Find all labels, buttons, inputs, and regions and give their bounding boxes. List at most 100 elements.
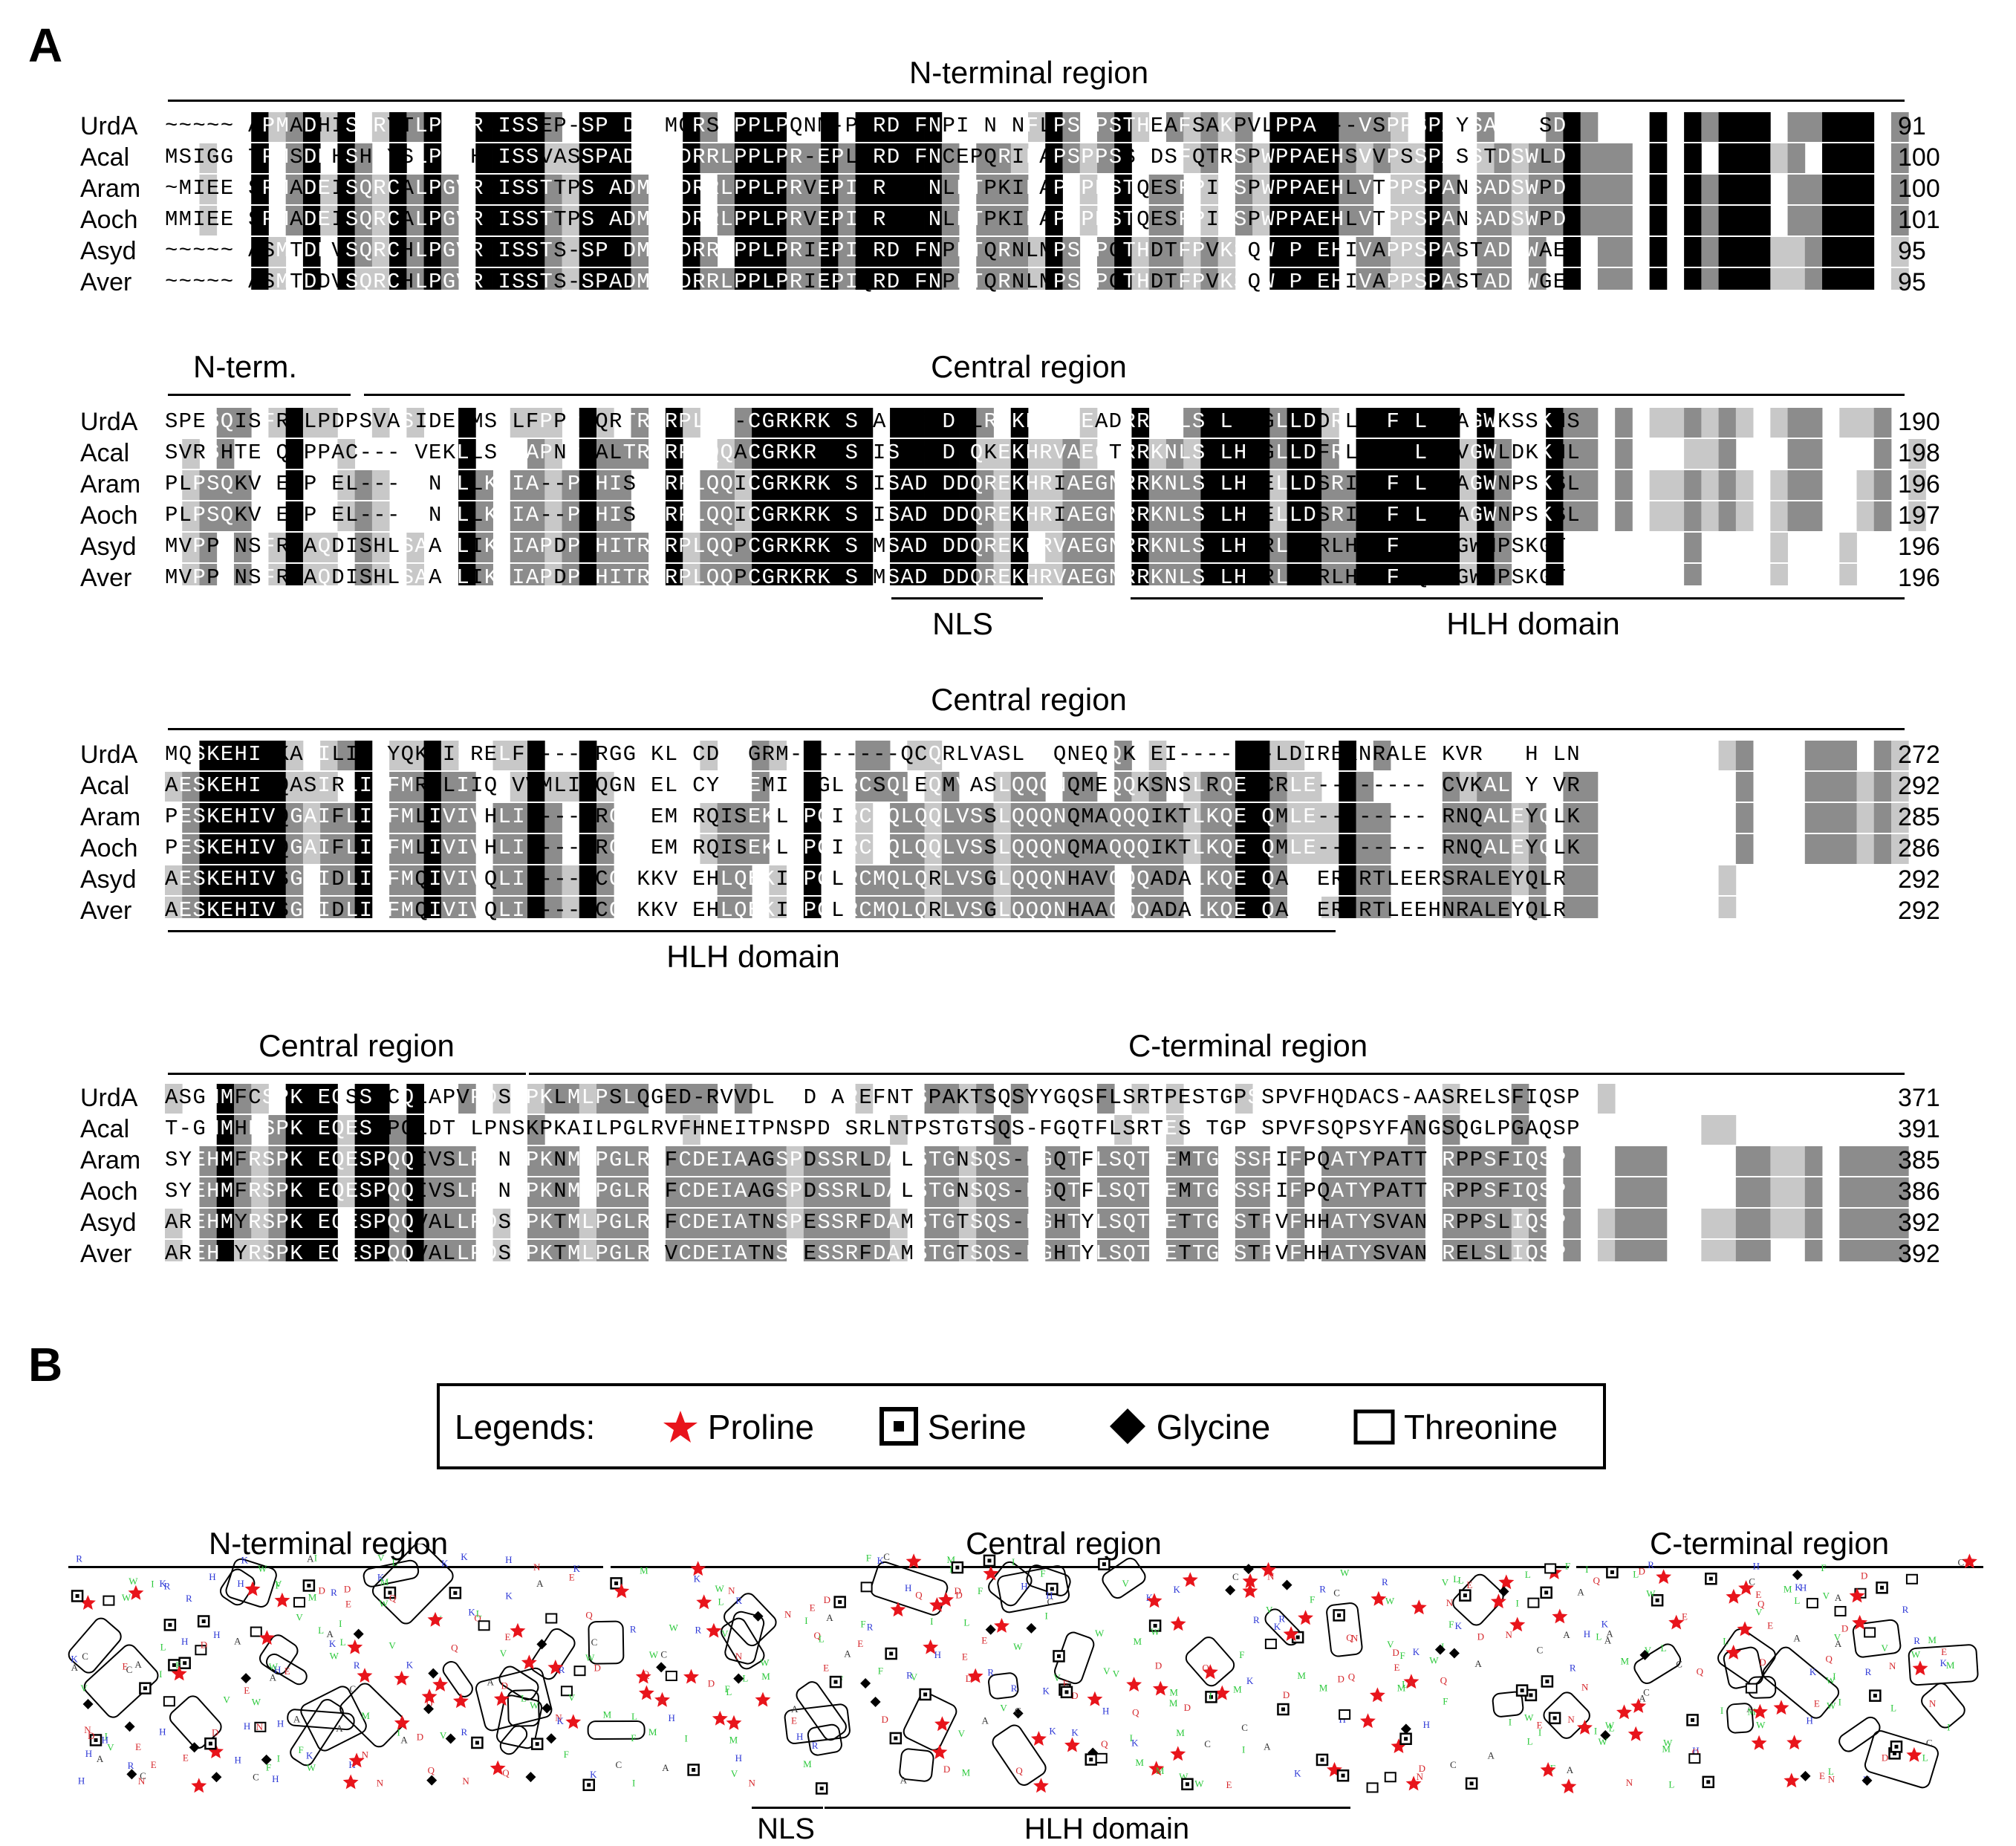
proline-star [274, 1592, 290, 1608]
serine-dot [1064, 1690, 1069, 1694]
glycine-diamond [426, 1775, 438, 1786]
residue-letter: N [1267, 1570, 1275, 1582]
conservation-cell [1442, 501, 1460, 531]
residue-letter: L [1402, 1679, 1408, 1690]
conservation-cell [1822, 206, 1840, 235]
conservation-cell [1442, 1240, 1460, 1261]
threonine-square [1384, 1772, 1396, 1783]
conservation-cell [1062, 470, 1081, 500]
conservation-cell [1096, 1177, 1115, 1207]
conservation-cell [1701, 501, 1719, 531]
conservation-cell [371, 1177, 390, 1207]
conservation-cell [492, 803, 511, 833]
conservation-cell [1373, 439, 1391, 469]
conservation-cell [1339, 834, 1356, 864]
conservation-cell [475, 175, 493, 204]
conservation-cell [752, 1146, 770, 1176]
cluster-outline [1726, 1703, 1754, 1734]
conservation-cell [683, 533, 700, 562]
conservation-cell [1494, 175, 1512, 204]
residue-letter: Q [1015, 1765, 1023, 1776]
conservation-cell [1062, 897, 1081, 918]
conservation-cell [1615, 408, 1633, 438]
conservation-cell [1200, 501, 1219, 531]
conservation-cell [1114, 834, 1132, 864]
conservation-cell [389, 834, 407, 864]
residue-letter: K [1809, 1666, 1817, 1677]
conservation-cell [562, 1146, 580, 1176]
conservation-cell [734, 439, 752, 469]
conservation-cell [268, 834, 287, 864]
conservation-cell [769, 408, 787, 438]
conservation-cell [233, 897, 252, 918]
conservation-cell [683, 237, 700, 267]
conservation-cell [1252, 143, 1270, 173]
sequence-residues: MVPPQNSFRSAQDISHLSAADLIKLIAPDPEHITRKRPLQ… [165, 565, 1567, 590]
glycine-diamond [1012, 1708, 1024, 1719]
conservation-cell [1839, 834, 1857, 864]
conservation-cell [354, 1240, 373, 1261]
proline-star [342, 1774, 359, 1790]
conservation-cell [1131, 268, 1150, 290]
conservation-cell [371, 1146, 390, 1176]
conservation-cell [855, 439, 874, 469]
conservation-cell [924, 865, 943, 895]
sequence-position: 371 [1898, 1084, 1940, 1112]
conservation-cell [1045, 1177, 1063, 1207]
conservation-cell [1511, 865, 1529, 895]
conservation-cell [1494, 564, 1512, 585]
conservation-cell [1563, 470, 1581, 500]
conservation-cell [1200, 1146, 1219, 1176]
residue-letter: H [668, 1712, 674, 1723]
conservation-cell [614, 143, 631, 173]
residue-letter: H [1423, 1719, 1430, 1730]
conservation-cell [1891, 175, 1909, 204]
residue-letter: D [594, 1662, 600, 1673]
conservation-cell [1718, 1115, 1737, 1145]
conservation-cell [803, 206, 822, 235]
conservation-cell [1217, 408, 1236, 438]
conservation-cell [302, 1177, 321, 1207]
conservation-cell [1062, 1240, 1081, 1261]
conservation-cell [1563, 1177, 1581, 1207]
conservation-cell [769, 470, 787, 500]
conservation-cell [1787, 237, 1806, 267]
conservation-cell [492, 112, 511, 142]
conservation-cell [1235, 408, 1253, 438]
residue-letter: W [252, 1696, 261, 1707]
conservation-cell [1079, 206, 1098, 235]
conservation-cell [251, 1084, 269, 1114]
conservation-cell [1131, 1146, 1150, 1176]
conservation-cell [803, 1146, 822, 1176]
sequence-position: 385 [1898, 1146, 1940, 1174]
conservation-cell [1718, 143, 1737, 173]
conservation-cell [337, 143, 356, 173]
conservation-cell [268, 408, 287, 438]
residue-letter: L [1723, 1636, 1729, 1647]
residue-letter: E [791, 1715, 797, 1726]
conservation-cell [803, 865, 822, 895]
conservation-cell [976, 897, 994, 918]
conservation-cell [1856, 268, 1875, 290]
conservation-cell [855, 1209, 874, 1238]
conservation-cell [182, 865, 200, 895]
conservation-cell [527, 439, 545, 469]
conservation-cell [1183, 268, 1201, 290]
conservation-cell [786, 268, 804, 290]
conservation-cell [890, 408, 908, 438]
conservation-cell [1114, 268, 1132, 290]
conservation-cell [752, 470, 770, 500]
residue-letter: V [1103, 1665, 1111, 1677]
conservation-cell [1425, 206, 1443, 235]
sequence-name: Asyd [80, 533, 137, 561]
conservation-cell [1028, 470, 1046, 500]
residue-letter: N [1407, 1677, 1414, 1688]
residue-letter: N [1417, 1771, 1424, 1782]
residue-letter: H [102, 1735, 108, 1746]
conservation-cell [924, 897, 943, 918]
conservation-cell [1165, 237, 1184, 267]
hydrophobic-cluster [1452, 1573, 1504, 1626]
conservation-cell [803, 470, 822, 500]
conservation-cell [1873, 439, 1892, 469]
conservation-cell [769, 175, 787, 204]
